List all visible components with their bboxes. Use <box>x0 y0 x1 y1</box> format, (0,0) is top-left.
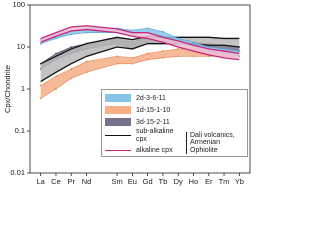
point <box>131 29 134 32</box>
y-tick-label: 100 <box>12 0 25 9</box>
legend-entry: 2d-3-6-11 <box>105 92 244 104</box>
x-tick-label: Nd <box>82 177 92 186</box>
y-tick-label: 0.1 <box>15 126 25 135</box>
point <box>70 77 73 80</box>
point <box>55 88 57 90</box>
point <box>192 55 195 58</box>
legend-label: 3d-15-2-11 <box>136 118 170 126</box>
band <box>40 48 240 99</box>
y-tick-label: 0.01 <box>10 168 25 177</box>
x-tick-label: La <box>37 177 46 186</box>
point <box>55 52 57 55</box>
band <box>40 25 240 60</box>
point <box>162 57 164 59</box>
x-tick-label: Ce <box>51 177 61 186</box>
point <box>131 62 134 65</box>
point <box>162 50 164 52</box>
legend-line <box>105 150 131 151</box>
legend-label: sub-alkaline cpx <box>136 128 174 143</box>
legend-entry: alkaline cpx <box>105 143 184 158</box>
point <box>207 55 210 58</box>
point <box>177 48 180 50</box>
x-tick-label: Tm <box>219 177 230 186</box>
point <box>116 55 118 58</box>
legend-entry: 1d-15-1-10 <box>105 104 244 116</box>
point <box>207 46 210 48</box>
x-tick-label: Tb <box>159 177 168 186</box>
band-edge <box>40 25 240 55</box>
point <box>85 60 88 63</box>
point <box>39 42 42 45</box>
legend-entry: 3d-15-2-11 <box>105 116 244 128</box>
point <box>192 41 195 44</box>
point <box>85 71 88 74</box>
annotation: Dali volcanics, Armenian Ophiolite <box>186 131 240 155</box>
point <box>223 48 225 50</box>
legend-swatch <box>105 106 131 114</box>
band-edge <box>40 28 240 61</box>
chart: Cpx/Chondrite 0.01 0.1 1 10 100 La Ce Pr Nd Sm Eu G… <box>3 0 251 186</box>
legend-label: alkaline cpx <box>136 146 173 154</box>
legend-entry: sub-alkaline cpx <box>105 128 184 143</box>
x-tick-label: Er <box>205 177 213 186</box>
point <box>39 84 42 87</box>
point <box>146 58 149 61</box>
point <box>146 27 149 30</box>
plot-frame <box>29 4 251 174</box>
point <box>85 31 88 34</box>
legend-label: 1d-15-1-10 <box>136 106 171 114</box>
point <box>70 68 73 70</box>
point <box>116 62 118 65</box>
y-tick-label: 1 <box>21 84 25 93</box>
legend: 2d-3-6-11 1d-15-1-10 3d-15-2-11 sub-alkalin… <box>101 89 248 157</box>
legend-line <box>105 135 131 136</box>
point <box>146 52 149 55</box>
x-tick-label: Dy <box>174 177 183 186</box>
legend-group: sub-alkaline cpx alkaline cpx Dali volcani… <box>105 128 244 158</box>
legend-swatch <box>105 94 131 102</box>
point <box>70 33 73 36</box>
point <box>177 37 180 40</box>
point <box>238 50 241 52</box>
legend-lines: sub-alkaline cpx alkaline cpx <box>105 128 184 158</box>
point <box>177 55 180 58</box>
x-tick-label: Gd <box>143 177 153 186</box>
x-tick-label: Sm <box>111 177 122 186</box>
band <box>40 36 240 82</box>
point <box>55 75 57 78</box>
y-tick-label: 10 <box>17 42 25 51</box>
x-tick-label: Ho <box>189 177 199 186</box>
point <box>70 46 73 48</box>
legend-swatch <box>105 118 131 126</box>
point <box>131 57 134 59</box>
point <box>39 97 42 100</box>
x-tick-label: Pr <box>68 177 76 186</box>
point <box>162 30 164 33</box>
x-tick-label: Eu <box>128 177 137 186</box>
band-edge <box>40 43 240 83</box>
page: Cpx/Chondrite 0.01 0.1 1 10 100 La Ce Pr Nd Sm Eu G… <box>3 0 251 186</box>
legend-label: 2d-3-6-11 <box>136 94 166 102</box>
y-axis-label: Cpx/Chondrite <box>3 65 12 113</box>
point <box>55 37 57 40</box>
x-tick-label: Yb <box>235 177 244 186</box>
